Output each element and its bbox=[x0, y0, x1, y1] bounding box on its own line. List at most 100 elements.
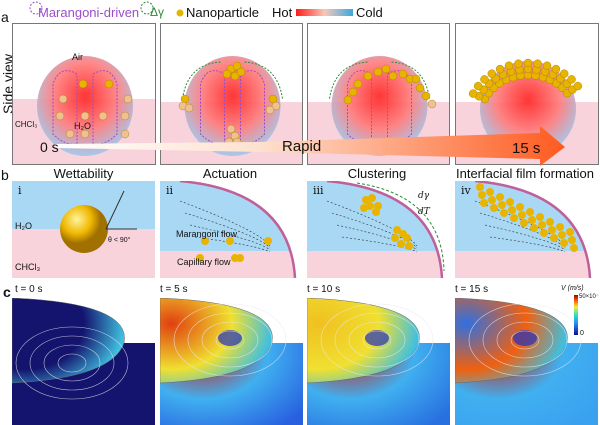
nanoparticle bbox=[226, 124, 236, 134]
legend-marangoni: Marangoni-driven bbox=[38, 5, 140, 20]
h2o-label-a: H₂O bbox=[74, 121, 91, 131]
legend-cold: Cold bbox=[356, 5, 383, 20]
delta-loop-icon bbox=[140, 1, 154, 15]
nanoparticle bbox=[271, 101, 281, 111]
stage-title: Interfacial film formation bbox=[456, 166, 594, 181]
flow-line bbox=[189, 224, 271, 251]
nanoparticle bbox=[55, 111, 65, 121]
flow-line bbox=[194, 236, 271, 253]
stage-4 bbox=[455, 181, 595, 278]
delta-gamma-arrow bbox=[329, 61, 368, 100]
rapid-label: Rapid bbox=[282, 138, 322, 155]
nanoparticle bbox=[551, 64, 561, 74]
streamline bbox=[510, 330, 540, 350]
nanoparticle bbox=[540, 229, 548, 237]
h2o-label: H₂O bbox=[15, 221, 32, 231]
streamline bbox=[215, 330, 245, 350]
nanoparticle bbox=[500, 209, 508, 217]
nanoparticle bbox=[504, 61, 514, 70]
nanoparticle bbox=[530, 224, 538, 232]
nanoparticle bbox=[427, 99, 437, 109]
flow-line bbox=[484, 224, 566, 251]
nanoparticle bbox=[421, 91, 431, 101]
capillary-flow-label-label: Capillary flow bbox=[177, 257, 231, 267]
nanoparticle bbox=[80, 129, 90, 139]
marangoni-flow-label-label: Marangoni flow bbox=[176, 229, 238, 239]
stage-numeral: ii bbox=[166, 184, 174, 197]
nanoparticle bbox=[516, 203, 524, 211]
streamline bbox=[57, 353, 87, 373]
nanoparticle bbox=[566, 228, 574, 236]
nanoparticle bbox=[523, 58, 533, 68]
nanoparticle bbox=[496, 193, 504, 201]
time-start: 0 s bbox=[40, 139, 59, 155]
nanoparticle bbox=[236, 67, 246, 77]
nanoparticle bbox=[232, 61, 242, 71]
flow-line bbox=[184, 212, 271, 249]
dT-label: dT bbox=[418, 207, 430, 217]
nanoparticle bbox=[120, 129, 130, 139]
stage-numeral: i bbox=[18, 184, 22, 197]
nanoparticle bbox=[498, 201, 506, 209]
nanoparticle bbox=[104, 79, 114, 89]
marangoni-loop-icon bbox=[29, 1, 43, 15]
streamline bbox=[187, 312, 273, 368]
nanoparticle bbox=[567, 75, 576, 84]
panel-b-label: b bbox=[1, 167, 9, 183]
nanoparticle bbox=[536, 213, 544, 221]
nanoparticle bbox=[528, 216, 536, 224]
velocity-field-3 bbox=[307, 298, 450, 425]
stage-title: Wettability bbox=[53, 166, 114, 181]
nanoparticle bbox=[487, 69, 496, 78]
streamline bbox=[362, 330, 392, 350]
legend-hot: Hot bbox=[272, 5, 293, 20]
nanoparticle bbox=[120, 111, 130, 121]
streamline bbox=[320, 303, 434, 377]
nanoparticle bbox=[548, 226, 556, 234]
streamline bbox=[482, 312, 568, 368]
side-view-panel-3 bbox=[307, 23, 450, 165]
streamline bbox=[201, 321, 259, 359]
air-label: Air bbox=[72, 52, 83, 62]
nanoparticle bbox=[468, 89, 478, 98]
nanoparticle bbox=[546, 218, 554, 226]
nanoparticle bbox=[393, 226, 401, 234]
nanoparticle bbox=[405, 242, 413, 250]
nanoparticle bbox=[514, 59, 523, 68]
streamline bbox=[334, 312, 420, 368]
nanoparticle bbox=[480, 199, 488, 207]
nanoparticle bbox=[78, 79, 88, 89]
nanoparticle bbox=[415, 83, 425, 93]
stage-numeral: iii bbox=[313, 184, 324, 197]
stage-2 bbox=[160, 181, 300, 278]
stage-title: Clustering bbox=[347, 166, 407, 181]
nanoparticle bbox=[506, 198, 514, 206]
time-label: t = 0 s bbox=[15, 284, 43, 295]
nanoparticle bbox=[180, 94, 190, 104]
nanoparticle bbox=[98, 111, 108, 121]
velocity-field-2 bbox=[160, 298, 303, 425]
velocity-field-1 bbox=[12, 298, 155, 425]
hot-cold-scale bbox=[296, 9, 353, 16]
nanoparticle bbox=[411, 74, 421, 84]
nanoparticle bbox=[224, 137, 234, 147]
nanoparticle bbox=[230, 71, 240, 81]
colorbar-max: 50×10⁻ bbox=[579, 294, 600, 300]
streamline bbox=[173, 303, 287, 377]
contact-angle-label: θ < 90° bbox=[108, 237, 131, 244]
nanoparticle bbox=[520, 219, 528, 227]
nanoparticle bbox=[495, 64, 505, 74]
nanoparticle bbox=[560, 239, 568, 247]
nanoparticle bbox=[570, 244, 578, 252]
nanoparticle bbox=[488, 196, 496, 204]
stage-numeral: iv bbox=[461, 184, 471, 197]
nanoparticle bbox=[550, 234, 558, 242]
nanoparticle bbox=[556, 223, 564, 231]
nanoparticle bbox=[373, 67, 383, 77]
nanoparticle bbox=[264, 237, 272, 245]
nanoparticle bbox=[480, 75, 489, 84]
streamline bbox=[468, 303, 582, 377]
legend bbox=[29, 1, 353, 17]
chcl3-label: CHCl₃ bbox=[15, 262, 41, 272]
nanoparticle bbox=[360, 204, 368, 212]
